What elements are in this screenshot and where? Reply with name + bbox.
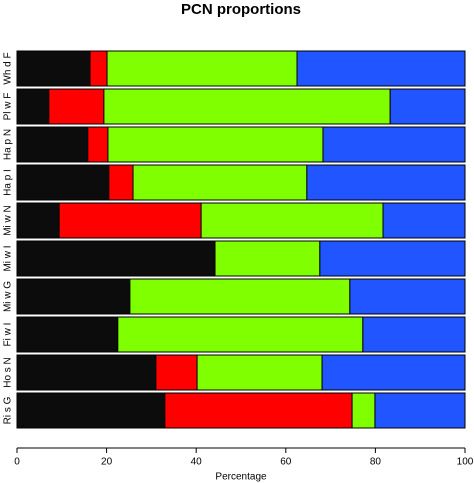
bar-segment	[103, 88, 391, 125]
y-tick-label: Ha p N	[3, 129, 14, 160]
bar-segment	[16, 392, 166, 429]
bar-segment	[374, 392, 466, 429]
bar-segment	[322, 126, 466, 163]
bar-segment	[16, 316, 119, 353]
bar-segment	[48, 88, 105, 125]
y-tick-label: Pl w F	[3, 93, 14, 121]
y-tick-label: Mi w N	[3, 205, 14, 236]
bar-segment	[16, 278, 131, 315]
x-tick-label: 20	[101, 457, 113, 468]
y-tick-label: Fi w I	[3, 323, 14, 347]
bar-segment	[87, 126, 109, 163]
x-tick-label: 100	[457, 457, 474, 468]
bar-segment	[129, 278, 351, 315]
bar-segment	[362, 316, 466, 353]
bar-segment	[16, 50, 91, 87]
bar-segment	[349, 278, 466, 315]
y-tick-label: Mi w G	[3, 281, 14, 312]
bar-segment	[108, 164, 134, 201]
y-tick-label: Mi w I	[3, 245, 14, 271]
bar-segment	[306, 164, 466, 201]
x-tick-label: 0	[14, 457, 20, 468]
bar-segment	[16, 164, 110, 201]
bar-segment	[196, 354, 323, 391]
x-axis-label: Percentage	[215, 472, 267, 483]
bar-segment	[89, 50, 108, 87]
bar-segment	[214, 240, 321, 277]
bar-segment	[16, 240, 216, 277]
bar-segment	[389, 88, 466, 125]
x-tick-label: 80	[370, 457, 382, 468]
x-tick-label: 60	[280, 457, 292, 468]
bar-segment	[382, 202, 466, 239]
bar-segment	[319, 240, 466, 277]
y-tick-label: Ho s N	[3, 357, 14, 388]
bar-segment	[321, 354, 466, 391]
bar-segment	[16, 88, 50, 125]
y-tick-label: Wh d F	[3, 52, 14, 84]
bar-segment	[351, 392, 376, 429]
bar-segment	[16, 354, 157, 391]
bar-segment	[16, 126, 89, 163]
bar-segment	[200, 202, 384, 239]
bar-segment	[16, 202, 60, 239]
bar-segment	[164, 392, 353, 429]
bar-segment	[117, 316, 364, 353]
bar-segment	[132, 164, 308, 201]
bar-segment	[106, 50, 298, 87]
bar-segment	[296, 50, 466, 87]
bar-segment	[155, 354, 198, 391]
y-tick-label: Ha p I	[3, 169, 14, 196]
bar-segment	[107, 126, 324, 163]
y-tick-label: Ri s G	[3, 396, 14, 424]
x-tick-label: 40	[191, 457, 203, 468]
bar-segment	[58, 202, 202, 239]
chart-title: PCN proportions	[181, 1, 301, 18]
